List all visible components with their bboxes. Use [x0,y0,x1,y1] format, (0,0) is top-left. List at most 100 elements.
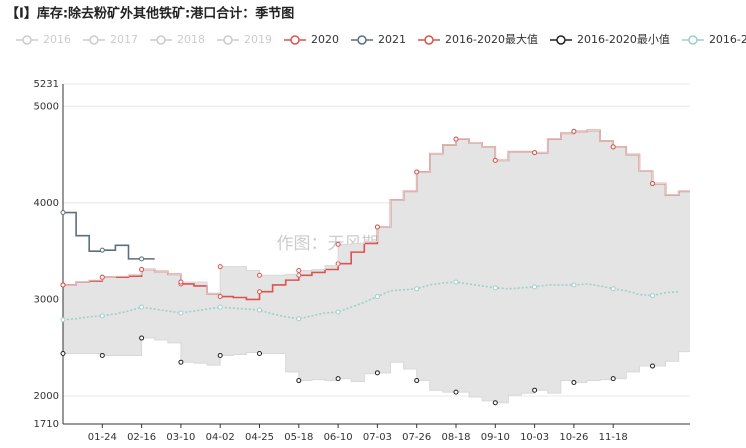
x-tick-label: 04-25 [245,432,274,443]
point-marker [571,282,577,288]
point-marker [414,169,420,175]
legend-item: 2016-2020最大值 [418,32,538,46]
legend-item: 2016-2020均值 [681,33,746,46]
point-marker [650,181,655,187]
legend-item: 2019 [217,33,272,46]
point-marker [217,264,223,270]
point-marker [610,144,616,150]
point-marker [453,136,459,142]
legend-label: 2016-2020均值 [709,33,746,46]
point-marker [60,282,66,288]
series-line [63,337,690,404]
point-marker [257,351,262,357]
legend-label: 2018 [177,33,205,46]
legend-item: 2016-2020最小值 [549,33,670,46]
legend-swatch [556,35,566,45]
point-marker [139,266,145,272]
point-marker [178,310,184,316]
y-tick-label: 4000 [34,198,59,209]
legend-swatch [223,35,233,45]
point-marker [492,285,498,291]
point-marker [414,378,420,384]
point-marker [257,289,262,295]
point-marker [99,274,105,280]
point-marker [374,294,380,300]
point-marker [610,376,616,382]
point-marker [99,247,105,253]
point-marker [217,304,223,310]
legend-swatch [357,35,367,45]
point-marker [532,150,538,156]
point-marker [571,128,577,134]
point-marker [99,313,105,319]
point-marker [650,293,655,299]
x-tick-label: 11-18 [599,432,628,443]
y-tick-label: 3000 [34,294,59,305]
point-marker [571,379,577,385]
legend-item: 2018 [150,33,205,46]
legend-item: 2021 [351,33,406,46]
series-line [62,281,679,321]
chart-title: 【I】库存:除去粉矿外其他铁矿:港口合计：季节图 [6,6,294,22]
series-line [63,211,155,260]
point-marker [296,316,302,322]
legend-item: 2017 [83,33,138,46]
y-tick-label: 5231 [34,79,59,90]
legend-swatch [156,35,166,45]
x-tick-label: 10-03 [520,432,549,443]
point-marker [296,378,302,384]
x-tick-label: 05-18 [284,432,313,443]
point-marker [492,400,498,406]
y-tick-label: 1710 [34,419,59,430]
point-marker [99,352,105,358]
x-tick-label: 02-16 [127,432,156,443]
point-marker [139,256,145,262]
point-marker [60,317,66,323]
legend-label: 2016-2020最小值 [577,33,670,46]
x-tick-label: 06-10 [324,432,353,443]
point-marker [650,363,655,369]
point-marker [374,370,380,376]
x-tick-label: 07-26 [402,432,431,443]
point-marker [257,307,262,313]
point-marker [492,157,498,163]
point-marker [610,286,616,292]
x-tick-label: 03-10 [166,432,195,443]
point-marker [60,351,66,357]
point-marker [532,284,538,290]
legend-swatch [290,35,300,45]
legend-label: 2019 [244,33,272,46]
series-line [63,129,690,295]
point-marker [139,304,145,310]
point-marker [453,389,459,395]
point-marker [414,286,420,292]
point-marker [335,241,341,247]
point-marker [335,376,341,382]
range-band [63,130,690,403]
point-marker [532,387,538,393]
legend-label: 2020 [311,33,339,46]
x-tick-label: 07-03 [363,432,392,443]
point-marker [139,335,145,341]
legend-item: 2016 [16,33,71,46]
x-tick-label: 10-26 [559,432,588,443]
x-tick-label: 08-18 [441,432,470,443]
legend-label: 2017 [110,33,138,46]
point-marker [335,309,341,315]
legend-label: 2016 [43,33,71,46]
legend-label: 2016-2020最大值 [445,32,538,46]
point-marker [178,359,184,365]
point-marker [178,279,184,285]
legend-swatch [424,35,434,45]
legend-swatch [22,35,32,45]
x-tick-label: 01-24 [88,432,117,443]
y-tick-label: 2000 [34,391,59,402]
legend-item: 2020 [284,33,339,46]
point-marker [296,267,302,273]
point-marker [217,294,223,300]
point-marker [453,279,459,285]
point-marker [217,352,223,358]
legend-swatch [89,35,99,45]
x-tick-label: 04-02 [206,432,235,443]
